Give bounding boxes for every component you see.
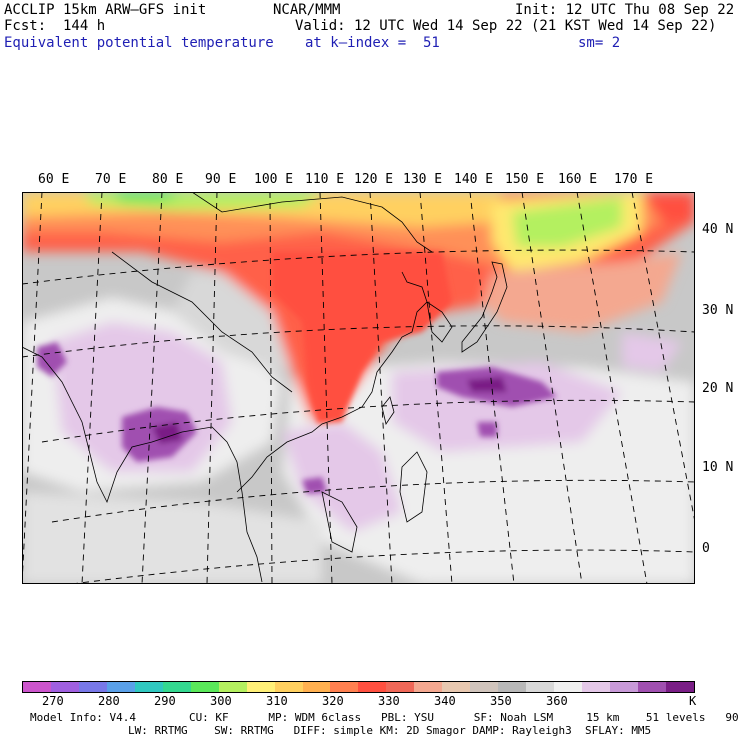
lat-label: 0 — [702, 541, 710, 556]
warm-tongue — [272, 252, 452, 424]
colorbar-swatch — [582, 682, 611, 692]
field-name: Equivalent potential temperature — [4, 35, 274, 51]
colorbar-tick: 310 — [266, 694, 288, 708]
colorbar-swatch — [162, 682, 191, 692]
colorbar-tick: 290 — [154, 694, 176, 708]
colorbar — [22, 681, 695, 693]
colorbar-swatch — [526, 682, 555, 692]
colorbar-swatch — [274, 682, 303, 692]
colorbar-tick: 350 — [490, 694, 512, 708]
theta-e-fill — [22, 192, 695, 584]
smoothing: sm= 2 — [578, 35, 621, 51]
colorbar-swatch — [442, 682, 471, 692]
lat-label: 10 N — [702, 460, 734, 475]
colorbar-swatch — [414, 682, 443, 692]
colorbar-swatch — [665, 682, 694, 692]
colorbar-swatch — [78, 682, 107, 692]
map-frame — [22, 192, 695, 584]
level-index: at k–index = 51 — [305, 35, 440, 51]
valid-time: Valid: 12 UTC Wed 14 Sep 22 (21 KST Wed … — [295, 18, 717, 34]
init-time: Init: 12 UTC Thu 08 Sep 22 — [515, 2, 735, 18]
colorbar-swatch — [246, 682, 275, 692]
coastlines — [22, 192, 508, 583]
model-title: ACCLIP 15km ARW–GFS init — [4, 2, 207, 18]
lat-lon-grid — [22, 192, 695, 584]
model-info-line1: Model Info: V4.4 CU: KF MP: WDM 6class P… — [30, 711, 740, 724]
colorbar-swatch — [106, 682, 135, 692]
colorbar-tick: 320 — [322, 694, 344, 708]
colorbar-swatch — [470, 682, 499, 692]
model-info-line2: LW: RRTMG SW: RRTMG DIFF: simple KM: 2D … — [128, 724, 652, 737]
lat-label: 30 N — [702, 303, 734, 318]
colorbar-swatch — [610, 682, 638, 692]
colorbar-tick: 330 — [378, 694, 400, 708]
colorbar-swatch — [358, 682, 387, 692]
lon-label: 60 E — [38, 172, 70, 187]
lon-label: 130 E — [403, 172, 443, 187]
lon-label: 100 E — [254, 172, 294, 187]
lat-label: 40 N — [702, 222, 734, 237]
colorbar-swatch — [50, 682, 79, 692]
colorbar-swatch — [190, 682, 219, 692]
colorbar-tick: 360 — [546, 694, 568, 708]
colorbar-swatch — [554, 682, 583, 692]
lon-label: 170 E — [614, 172, 654, 187]
theta-e-map — [22, 192, 695, 584]
colorbar-swatch — [134, 682, 163, 692]
lon-label: 70 E — [95, 172, 127, 187]
colorbar-unit: K — [689, 694, 697, 708]
colorbar-tick: 280 — [98, 694, 120, 708]
colorbar-swatch — [302, 682, 331, 692]
lon-label: 160 E — [558, 172, 598, 187]
colorbar-tick: 270 — [42, 694, 64, 708]
lon-label: 110 E — [305, 172, 345, 187]
colorbar-swatch — [218, 682, 247, 692]
lon-label: 90 E — [205, 172, 237, 187]
colorbar-swatch — [330, 682, 359, 692]
colorbar-tick: 300 — [210, 694, 232, 708]
lon-label: 150 E — [505, 172, 545, 187]
lon-label: 140 E — [454, 172, 494, 187]
lon-label: 120 E — [354, 172, 394, 187]
colorbar-swatch — [386, 682, 415, 692]
theta-e-maxima — [37, 342, 557, 494]
lat-label: 20 N — [702, 381, 734, 396]
institution: NCAR/MMM — [273, 2, 341, 18]
lon-label: 80 E — [152, 172, 184, 187]
colorbar-swatch — [498, 682, 527, 692]
colorbar-swatch — [637, 682, 666, 692]
colorbar-tick: 340 — [434, 694, 456, 708]
colorbar-swatch — [23, 682, 51, 692]
forecast-hour: Fcst: 144 h — [4, 18, 106, 34]
